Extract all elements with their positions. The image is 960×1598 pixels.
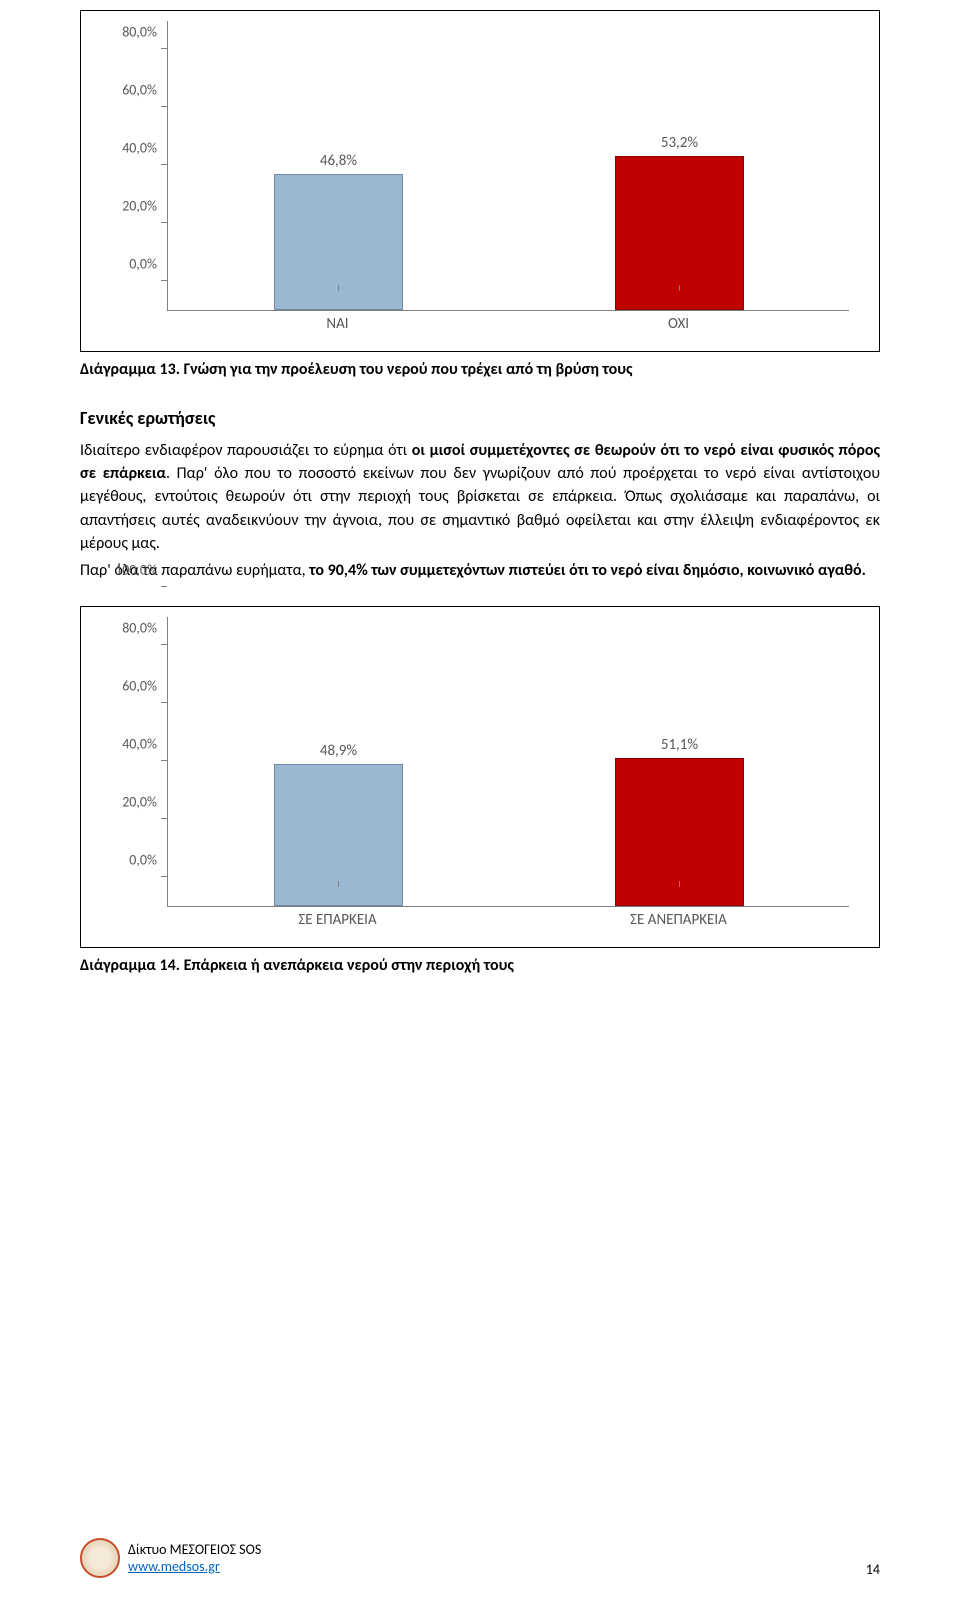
footer-org: Δίκτυο ΜΕΣΟΓΕΙΟΣ SOS <box>128 1541 261 1559</box>
footer-url[interactable]: www.medsos.gr <box>128 1558 220 1575</box>
para2-bold: το 90,4% των συμμετεχόντων πιστεύει ότι … <box>309 561 866 580</box>
section-heading: Γενικές ερωτήσεις <box>80 407 880 429</box>
y-tick-label: 60,0% <box>101 82 157 99</box>
logo-icon <box>80 1538 120 1578</box>
y-tick-label: 100,0% <box>101 562 157 579</box>
y-axis: 0,0%20,0%40,0%60,0%80,0%100,0% <box>101 617 161 907</box>
bar-value-label: 48,9% <box>274 742 404 760</box>
page-footer: Δίκτυο ΜΕΣΟΓΕΙΟΣ SOS www.medsos.gr 14 <box>80 1538 880 1578</box>
page-number: 14 <box>866 1561 880 1578</box>
paragraph-1: Ιδιαίτερο ενδιαφέρον παρουσιάζει το εύρη… <box>80 439 880 555</box>
y-tick-label: 0,0% <box>101 256 157 273</box>
y-tick-label: 40,0% <box>101 140 157 157</box>
x-tick-mark <box>338 285 339 291</box>
y-tick-label: 80,0% <box>101 620 157 637</box>
plot-area: 48,9% 51,1% <box>167 617 849 907</box>
y-tick-label: 0,0% <box>101 852 157 869</box>
bar-value-label: 46,8% <box>274 152 404 170</box>
chart-2-box: 0,0%20,0%40,0%60,0%80,0%100,0%48,9%51,1%… <box>80 606 880 948</box>
x-tick-label: ΣΕ ΕΠΑΡΚΕΙΑ <box>167 911 508 929</box>
bar-value-label: 53,2% <box>615 134 745 152</box>
x-tick-label: ΟΧΙ <box>508 315 849 333</box>
x-tick-mark <box>338 881 339 887</box>
paragraph-2: Παρ' όλα τα παραπάνω ευρήματα, το 90,4% … <box>80 559 880 582</box>
y-tick-label: 60,0% <box>101 678 157 695</box>
y-axis: 0,0%20,0%40,0%60,0%80,0%100,0% <box>101 21 161 311</box>
page: 0,0% 20,0% 40,0% 60,0% 80,0% 100,0% 46,8% 53,2%… <box>0 0 960 1598</box>
y-tick-mark <box>161 586 167 587</box>
bar-value-label: 51,1% <box>615 736 745 754</box>
y-tick-label: 20,0% <box>101 794 157 811</box>
y-tick-label: 80,0% <box>101 24 157 41</box>
plot-area: 46,8% 53,2% <box>167 21 849 311</box>
x-tick-mark <box>679 285 680 291</box>
x-tick-label: ΝΑΙ <box>167 315 508 333</box>
chart-2-caption: Διάγραμμα 14. Επάρκεια ή ανεπάρκεια νερο… <box>80 956 880 975</box>
x-axis: ΝΑΙΟΧΙ <box>167 315 849 341</box>
x-tick-label: ΣΕ ΑΝΕΠΑΡΚΕΙΑ <box>508 911 849 929</box>
footer-text: Δίκτυο ΜΕΣΟΓΕΙΟΣ SOS www.medsos.gr <box>128 1541 261 1576</box>
y-tick-label: 40,0% <box>101 736 157 753</box>
x-tick-mark <box>679 881 680 887</box>
para1-post: . Παρ' όλο που το ποσοστό εκείνων που δε… <box>80 464 880 553</box>
footer-left: Δίκτυο ΜΕΣΟΓΕΙΟΣ SOS www.medsos.gr <box>80 1538 261 1578</box>
para1-pre: Ιδιαίτερο ενδιαφέρον παρουσιάζει το εύρη… <box>80 441 412 460</box>
x-axis: ΣΕ ΕΠΑΡΚΕΙΑΣΕ ΑΝΕΠΑΡΚΕΙΑ <box>167 911 849 937</box>
chart-1: 0,0%20,0%40,0%60,0%80,0%100,0%46,8%53,2%… <box>101 21 859 341</box>
y-tick-label: 20,0% <box>101 198 157 215</box>
chart-1-caption: Διάγραμμα 13. Γνώση για την προέλευση το… <box>80 360 880 379</box>
chart-2: 0,0%20,0%40,0%60,0%80,0%100,0%48,9%51,1%… <box>101 617 859 937</box>
chart-1-box: 0,0%20,0%40,0%60,0%80,0%100,0%46,8%53,2%… <box>80 10 880 352</box>
